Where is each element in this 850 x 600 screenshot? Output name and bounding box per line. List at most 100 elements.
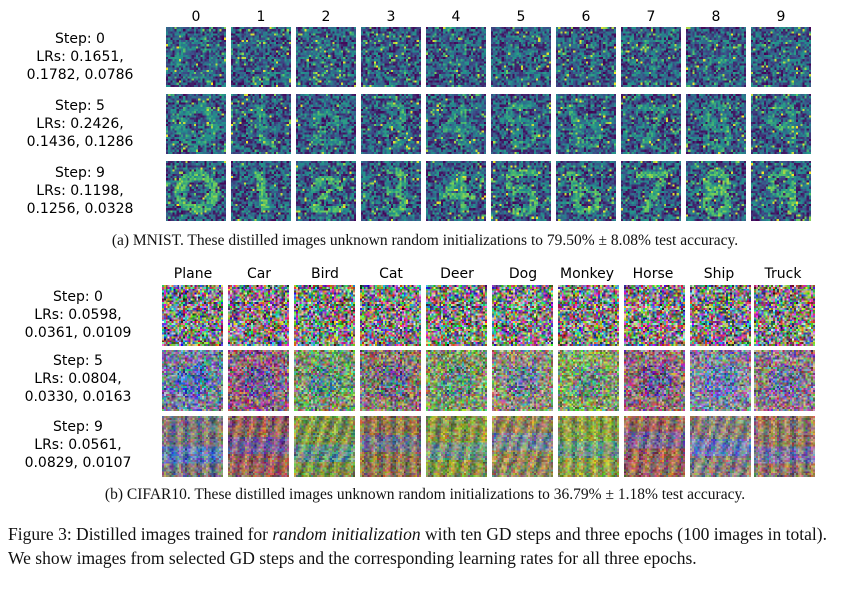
mnist-class-label: 6 — [581, 9, 591, 25]
mnist-distilled-image — [621, 161, 681, 221]
figure-caption-prefix: Figure 3: Distilled images trained for — [8, 524, 273, 544]
lr-label: 0.1256, 0.0328 — [26, 201, 134, 217]
mnist-class-label: 5 — [516, 9, 526, 25]
cifar-distilled-image — [426, 350, 487, 411]
cifar-row-label: Step: 5 LRs: 0.0804, 0.0330, 0.0163 — [0, 352, 156, 406]
cifar-distilled-image — [558, 285, 619, 346]
mnist-class-label: 3 — [386, 9, 396, 25]
mnist-row-label: Step: 5 LRs: 0.2426, 0.1436, 0.1286 — [0, 97, 160, 151]
cifar-row-label: Step: 0 LRs: 0.0598, 0.0361, 0.0109 — [0, 288, 156, 342]
mnist-distilled-image — [361, 94, 421, 154]
figure-caption: Figure 3: Distilled images trained for r… — [8, 522, 844, 570]
mnist-class-label: 4 — [451, 9, 461, 25]
mnist-class-label: 9 — [776, 9, 786, 25]
mnist-row-label: Step: 9 LRs: 0.1198, 0.1256, 0.0328 — [0, 164, 160, 218]
cifar-distilled-image — [558, 350, 619, 411]
mnist-distilled-image — [296, 94, 356, 154]
cifar-distilled-image — [162, 350, 223, 411]
cifar-distilled-image — [426, 285, 487, 346]
lr-label: 0.0330, 0.0163 — [24, 389, 132, 405]
mnist-class-label: 7 — [646, 9, 656, 25]
mnist-distilled-image — [166, 27, 226, 87]
mnist-distilled-image — [231, 94, 291, 154]
cifar-distilled-image — [624, 350, 685, 411]
mnist-distilled-image — [231, 161, 291, 221]
lr-label: LRs: 0.2426, — [36, 116, 124, 132]
cifar-class-label: Cat — [379, 266, 403, 282]
lr-label: LRs: 0.0804, — [34, 371, 122, 387]
lr-label: 0.1436, 0.1286 — [26, 134, 134, 150]
figure-caption-suffix: with ten GD steps and three epochs (100 … — [8, 524, 827, 568]
mnist-distilled-image — [621, 27, 681, 87]
cifar-class-label: Plane — [173, 266, 213, 282]
cifar-distilled-image — [492, 350, 553, 411]
step-label: Step: 5 — [55, 98, 105, 114]
mnist-class-label: 0 — [191, 9, 201, 25]
cifar-distilled-image — [492, 285, 553, 346]
cifar-distilled-image — [754, 285, 815, 346]
lr-label: LRs: 0.0598, — [34, 307, 122, 323]
cifar-distilled-image — [228, 350, 289, 411]
mnist-distilled-image — [296, 161, 356, 221]
mnist-distilled-image — [426, 94, 486, 154]
lr-label: LRs: 0.1198, — [36, 183, 124, 199]
cifar-image-grid — [0, 262, 850, 480]
cifar-distilled-image — [492, 416, 553, 477]
cifar-class-label: Ship — [703, 266, 735, 282]
mnist-distilled-image — [686, 94, 746, 154]
cifar-distilled-image — [624, 285, 685, 346]
mnist-distilled-image — [556, 161, 616, 221]
mnist-class-label: 8 — [711, 9, 721, 25]
mnist-class-labels: 0 1 2 3 4 5 6 7 8 9 — [0, 9, 850, 27]
cifar-distilled-image — [754, 416, 815, 477]
cifar-distilled-image — [754, 350, 815, 411]
cifar-distilled-image — [624, 416, 685, 477]
cifar-distilled-image — [228, 416, 289, 477]
mnist-distilled-image — [751, 27, 811, 87]
mnist-distilled-image — [686, 27, 746, 87]
lr-label: 0.1782, 0.0786 — [26, 67, 134, 83]
mnist-distilled-image — [491, 27, 551, 87]
mnist-distilled-image — [491, 94, 551, 154]
cifar-class-label: Deer — [440, 266, 474, 282]
step-label: Step: 9 — [55, 165, 105, 181]
step-label: Step: 9 — [53, 419, 103, 435]
cifar-distilled-image — [426, 416, 487, 477]
cifar-class-label: Car — [246, 266, 272, 282]
cifar-panel: Plane Car Bird Cat Deer Dog Monkey Horse… — [0, 262, 850, 512]
mnist-distilled-image — [166, 161, 226, 221]
mnist-class-label: 1 — [256, 9, 266, 25]
mnist-distilled-image — [426, 27, 486, 87]
cifar-class-label: Monkey — [559, 266, 615, 282]
cifar-distilled-image — [690, 416, 751, 477]
cifar-class-label: Truck — [764, 266, 802, 282]
cifar-distilled-image — [228, 285, 289, 346]
cifar-class-label: Dog — [508, 266, 538, 282]
mnist-distilled-image — [751, 161, 811, 221]
mnist-class-label: 2 — [321, 9, 331, 25]
cifar-distilled-image — [294, 285, 355, 346]
lr-label: 0.0829, 0.0107 — [24, 455, 132, 471]
cifar-distilled-image — [360, 285, 421, 346]
step-label: Step: 0 — [55, 31, 105, 47]
cifar-distilled-image — [360, 350, 421, 411]
cifar-distilled-image — [294, 416, 355, 477]
cifar-distilled-image — [558, 416, 619, 477]
mnist-distilled-image — [491, 161, 551, 221]
cifar-distilled-image — [690, 350, 751, 411]
cifar-distilled-image — [690, 285, 751, 346]
mnist-distilled-image — [166, 94, 226, 154]
mnist-distilled-image — [231, 27, 291, 87]
cifar-class-label: Bird — [311, 266, 339, 282]
cifar-distilled-image — [162, 285, 223, 346]
mnist-distilled-image — [556, 94, 616, 154]
cifar-class-label: Horse — [632, 266, 674, 282]
lr-label: LRs: 0.1651, — [36, 49, 124, 65]
cifar-row-label: Step: 9 LRs: 0.0561, 0.0829, 0.0107 — [0, 418, 156, 472]
cifar-distilled-image — [360, 416, 421, 477]
mnist-distilled-image — [296, 27, 356, 87]
lr-label: LRs: 0.0561, — [34, 437, 122, 453]
mnist-distilled-image — [426, 161, 486, 221]
mnist-panel: 0 1 2 3 4 5 6 7 8 9 Step: 0 LRs: 0.1651,… — [0, 0, 850, 262]
mnist-distilled-image — [621, 94, 681, 154]
